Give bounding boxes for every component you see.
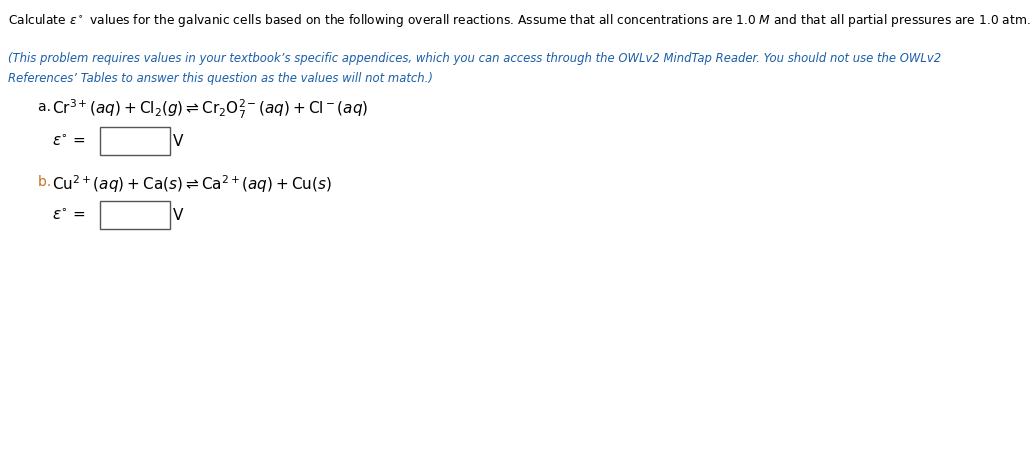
Text: $\varepsilon^{\circ}$ =: $\varepsilon^{\circ}$ =: [52, 207, 86, 223]
Text: $\varepsilon^{\circ}$ =: $\varepsilon^{\circ}$ =: [52, 134, 86, 149]
Text: b.: b.: [38, 174, 56, 189]
Bar: [100, 128, 170, 156]
Text: (This problem requires values in your textbook’s specific appendices, which you : (This problem requires values in your te…: [8, 52, 941, 65]
Text: V: V: [173, 134, 183, 149]
Text: a.: a.: [38, 100, 56, 114]
Text: V: V: [173, 207, 183, 223]
Bar: [100, 202, 170, 230]
Text: $\mathrm{Cr}^{3+}(aq) + \mathrm{Cl}_2(g) \rightleftharpoons \mathrm{Cr_2O_7^{2-}: $\mathrm{Cr}^{3+}(aq) + \mathrm{Cl}_2(g)…: [52, 98, 368, 121]
Text: $\mathrm{Cu}^{2+}(aq) + \mathrm{Ca}(s) \rightleftharpoons \mathrm{Ca}^{2+}(aq) +: $\mathrm{Cu}^{2+}(aq) + \mathrm{Ca}(s) \…: [52, 173, 332, 194]
Text: Calculate $\varepsilon^\circ$ values for the galvanic cells based on the followi: Calculate $\varepsilon^\circ$ values for…: [8, 12, 1031, 29]
Text: References’ Tables to answer this question as the values will not match.): References’ Tables to answer this questi…: [8, 72, 433, 85]
